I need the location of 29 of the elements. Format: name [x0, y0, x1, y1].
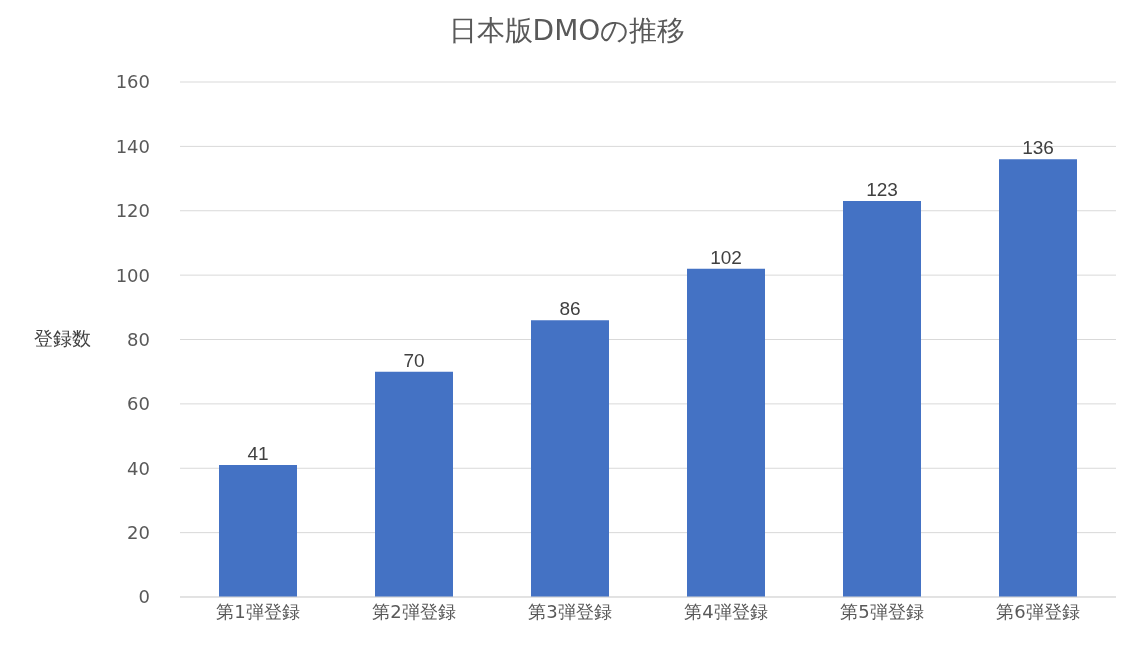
data-label: 136	[1022, 137, 1054, 159]
y-tick-label: 160	[115, 71, 150, 93]
x-tick-label: 第4弾登録	[684, 600, 768, 622]
x-tick-label: 第3弾登録	[528, 600, 612, 622]
bar	[843, 201, 921, 597]
y-tick-label: 60	[127, 393, 150, 415]
y-tick-label: 20	[127, 522, 150, 544]
y-tick-label: 80	[127, 328, 150, 350]
y-axis-title: 登録数	[34, 326, 91, 351]
x-tick-label: 第1弾登録	[216, 600, 300, 622]
data-label: 102	[710, 246, 742, 268]
data-label: 41	[247, 443, 269, 465]
data-label: 86	[559, 298, 581, 320]
chart-title: 日本版DMOの推移	[447, 13, 687, 49]
x-tick-label: 第2弾登録	[372, 600, 456, 622]
x-tick-label: 第5弾登録	[840, 600, 924, 622]
y-tick-label: 40	[127, 457, 150, 479]
x-tick-label: 第6弾登録	[996, 600, 1080, 622]
bar	[999, 159, 1077, 597]
y-tick-label: 120	[115, 200, 150, 222]
bar	[687, 268, 765, 597]
bar	[219, 465, 297, 597]
data-label: 70	[403, 349, 425, 371]
bar	[375, 371, 453, 597]
data-label: 123	[866, 179, 898, 201]
y-tick-label: 0	[138, 586, 150, 608]
y-tick-label: 100	[115, 264, 150, 286]
y-tick-label: 140	[115, 135, 150, 157]
bar	[531, 320, 609, 597]
